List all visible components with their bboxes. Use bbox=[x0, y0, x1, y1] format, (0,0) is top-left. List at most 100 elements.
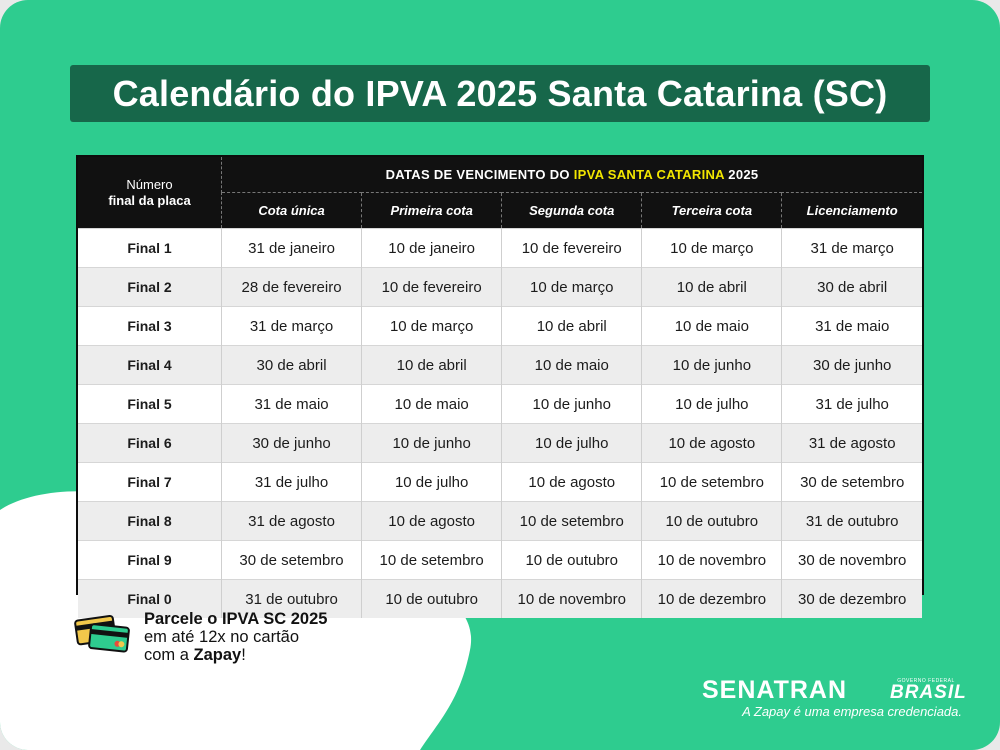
due-date-cell: 28 de fevereiro bbox=[221, 267, 363, 307]
due-date-cell: 30 de junho bbox=[221, 423, 363, 463]
due-date-cell: 10 de dezembro bbox=[641, 579, 783, 618]
due-dates-header-highlight: IPVA SANTA CATARINA bbox=[573, 167, 725, 182]
plate-final-cell: Final 6 bbox=[78, 423, 222, 463]
due-date-cell: 10 de janeiro bbox=[361, 228, 503, 268]
due-date-cell: 10 de abril bbox=[641, 267, 783, 307]
promo-text: Parcele o IPVA SC 2025 em até 12x no car… bbox=[144, 610, 327, 664]
installment-promo: Parcele o IPVA SC 2025 em até 12x no car… bbox=[74, 610, 327, 664]
due-dates-header-suffix: 2025 bbox=[724, 167, 759, 182]
promo-line1: Parcele o IPVA SC 2025 bbox=[144, 610, 328, 628]
due-date-cell: 10 de junho bbox=[361, 423, 503, 463]
senatran-logo: SENATRAN bbox=[702, 676, 848, 704]
promo-brand: Zapay bbox=[193, 646, 242, 664]
plate-header-line2: final da placa bbox=[108, 192, 191, 208]
due-date-cell: 10 de fevereiro bbox=[501, 228, 643, 268]
due-date-cell: 10 de julho bbox=[501, 423, 643, 463]
governo-federal-logo: GOVERNO FEDERAL BRASIL bbox=[890, 678, 967, 703]
brasil-logo-text: BRASIL bbox=[890, 682, 967, 703]
due-date-cell: 10 de fevereiro bbox=[361, 267, 503, 307]
plate-final-cell: Final 4 bbox=[78, 345, 222, 385]
due-date-cell: 10 de abril bbox=[361, 345, 503, 385]
due-date-cell: 10 de outubro bbox=[501, 540, 643, 580]
due-date-cell: 30 de abril bbox=[221, 345, 363, 385]
plate-final-cell: Final 0 bbox=[78, 579, 222, 618]
due-date-cell: 10 de maio bbox=[361, 384, 503, 424]
due-date-cell: 10 de março bbox=[361, 306, 503, 346]
ipva-table-container: Número final da placa DATAS DE VENCIMENT… bbox=[76, 155, 924, 618]
due-dates-header-prefix: DATAS DE VENCIMENTO DO bbox=[385, 167, 574, 182]
due-date-cell: 31 de julho bbox=[221, 462, 363, 502]
column-header: Cota única bbox=[221, 192, 363, 229]
due-date-cell: 10 de março bbox=[501, 267, 643, 307]
plate-final-cell: Final 3 bbox=[78, 306, 222, 346]
plate-final-cell: Final 9 bbox=[78, 540, 222, 580]
due-date-cell: 10 de outubro bbox=[641, 501, 783, 541]
table-row: Final 7 31 de julho 10 de julho 10 de agost… bbox=[78, 462, 922, 502]
due-date-cell: 10 de novembro bbox=[641, 540, 783, 580]
page-title: Calendário do IPVA 2025 Santa Catarina (… bbox=[112, 72, 888, 114]
due-date-cell: 10 de julho bbox=[641, 384, 783, 424]
table-row: Final 2 28 de fevereiro 10 de fevereiro 10 … bbox=[78, 267, 922, 307]
due-date-cell: 31 de maio bbox=[221, 384, 363, 424]
due-date-cell: 30 de junho bbox=[781, 345, 922, 385]
table-row: Final 3 31 de março 10 de março 10 de abril… bbox=[78, 306, 922, 346]
due-date-cell: 10 de agosto bbox=[501, 462, 643, 502]
due-date-cell: 30 de setembro bbox=[781, 462, 922, 502]
due-date-cell: 30 de dezembro bbox=[781, 579, 922, 618]
due-date-cell: 31 de maio bbox=[781, 306, 922, 346]
table-row: Final 5 31 de maio 10 de maio 10 de junho 10… bbox=[78, 384, 922, 424]
due-date-cell: 10 de abril bbox=[501, 306, 643, 346]
table-row: Final 6 30 de junho 10 de junho 10 de julho… bbox=[78, 423, 922, 463]
table-row: Final 8 31 de agosto 10 de agosto 10 de set… bbox=[78, 501, 922, 541]
column-header: Terceira cota bbox=[641, 192, 783, 229]
due-date-cell: 10 de maio bbox=[501, 345, 643, 385]
due-date-cell: 10 de setembro bbox=[641, 462, 783, 502]
due-date-cell: 10 de março bbox=[641, 228, 783, 268]
column-header: Licenciamento bbox=[781, 192, 922, 229]
due-date-cell: 10 de maio bbox=[641, 306, 783, 346]
plate-header-line1: Número bbox=[126, 176, 173, 192]
due-date-cell: 30 de abril bbox=[781, 267, 922, 307]
ipva-calendar-table: Número final da placa DATAS DE VENCIMENT… bbox=[78, 157, 922, 618]
due-dates-header: DATAS DE VENCIMENTO DO IPVA SANTA CATARI… bbox=[221, 157, 922, 193]
credit-cards-icon bbox=[74, 614, 130, 653]
due-date-cell: 31 de agosto bbox=[221, 501, 363, 541]
due-date-cell: 10 de agosto bbox=[361, 501, 503, 541]
promo-line2: em até 12x no cartão bbox=[144, 628, 300, 646]
plate-final-cell: Final 7 bbox=[78, 462, 222, 502]
due-date-cell: 30 de setembro bbox=[221, 540, 363, 580]
promo-line3-prefix: com a bbox=[144, 646, 194, 664]
gov-small-label: GOVERNO FEDERAL bbox=[897, 678, 955, 684]
due-date-cell: 31 de outubro bbox=[781, 501, 922, 541]
title-banner: Calendário do IPVA 2025 Santa Catarina (… bbox=[70, 65, 930, 122]
promo-line3-suffix: ! bbox=[241, 646, 246, 664]
plate-final-cell: Final 5 bbox=[78, 384, 222, 424]
due-date-cell: 31 de janeiro bbox=[221, 228, 363, 268]
due-date-cell: 10 de outubro bbox=[361, 579, 503, 618]
plate-final-cell: Final 1 bbox=[78, 228, 222, 268]
table-row: Final 1 31 de janeiro 10 de janeiro 10 de f… bbox=[78, 228, 922, 268]
due-date-cell: 10 de junho bbox=[641, 345, 783, 385]
due-date-cell: 31 de março bbox=[781, 228, 922, 268]
due-date-cell: 10 de julho bbox=[361, 462, 503, 502]
due-date-cell: 10 de agosto bbox=[641, 423, 783, 463]
plate-column-header: Número final da placa bbox=[78, 157, 222, 229]
due-date-cell: 10 de setembro bbox=[361, 540, 503, 580]
column-header: Segunda cota bbox=[501, 192, 643, 229]
due-date-cell: 30 de novembro bbox=[781, 540, 922, 580]
plate-final-cell: Final 2 bbox=[78, 267, 222, 307]
due-date-cell: 31 de outubro bbox=[221, 579, 363, 618]
due-date-cell: 10 de setembro bbox=[501, 501, 643, 541]
plate-final-cell: Final 8 bbox=[78, 501, 222, 541]
table-row: Final 4 30 de abril 10 de abril 10 de maio 1… bbox=[78, 345, 922, 385]
due-date-cell: 31 de agosto bbox=[781, 423, 922, 463]
due-date-cell: 31 de julho bbox=[781, 384, 922, 424]
due-date-cell: 10 de junho bbox=[501, 384, 643, 424]
due-date-cell: 31 de março bbox=[221, 306, 363, 346]
credential-note: A Zapay é uma empresa credenciada. bbox=[742, 704, 962, 719]
column-header: Primeira cota bbox=[361, 192, 503, 229]
due-date-cell: 10 de novembro bbox=[501, 579, 643, 618]
table-row: Final 0 31 de outubro 10 de outubro 10 de n… bbox=[78, 579, 922, 618]
table-row: Final 9 30 de setembro 10 de setembro 10 de… bbox=[78, 540, 922, 580]
